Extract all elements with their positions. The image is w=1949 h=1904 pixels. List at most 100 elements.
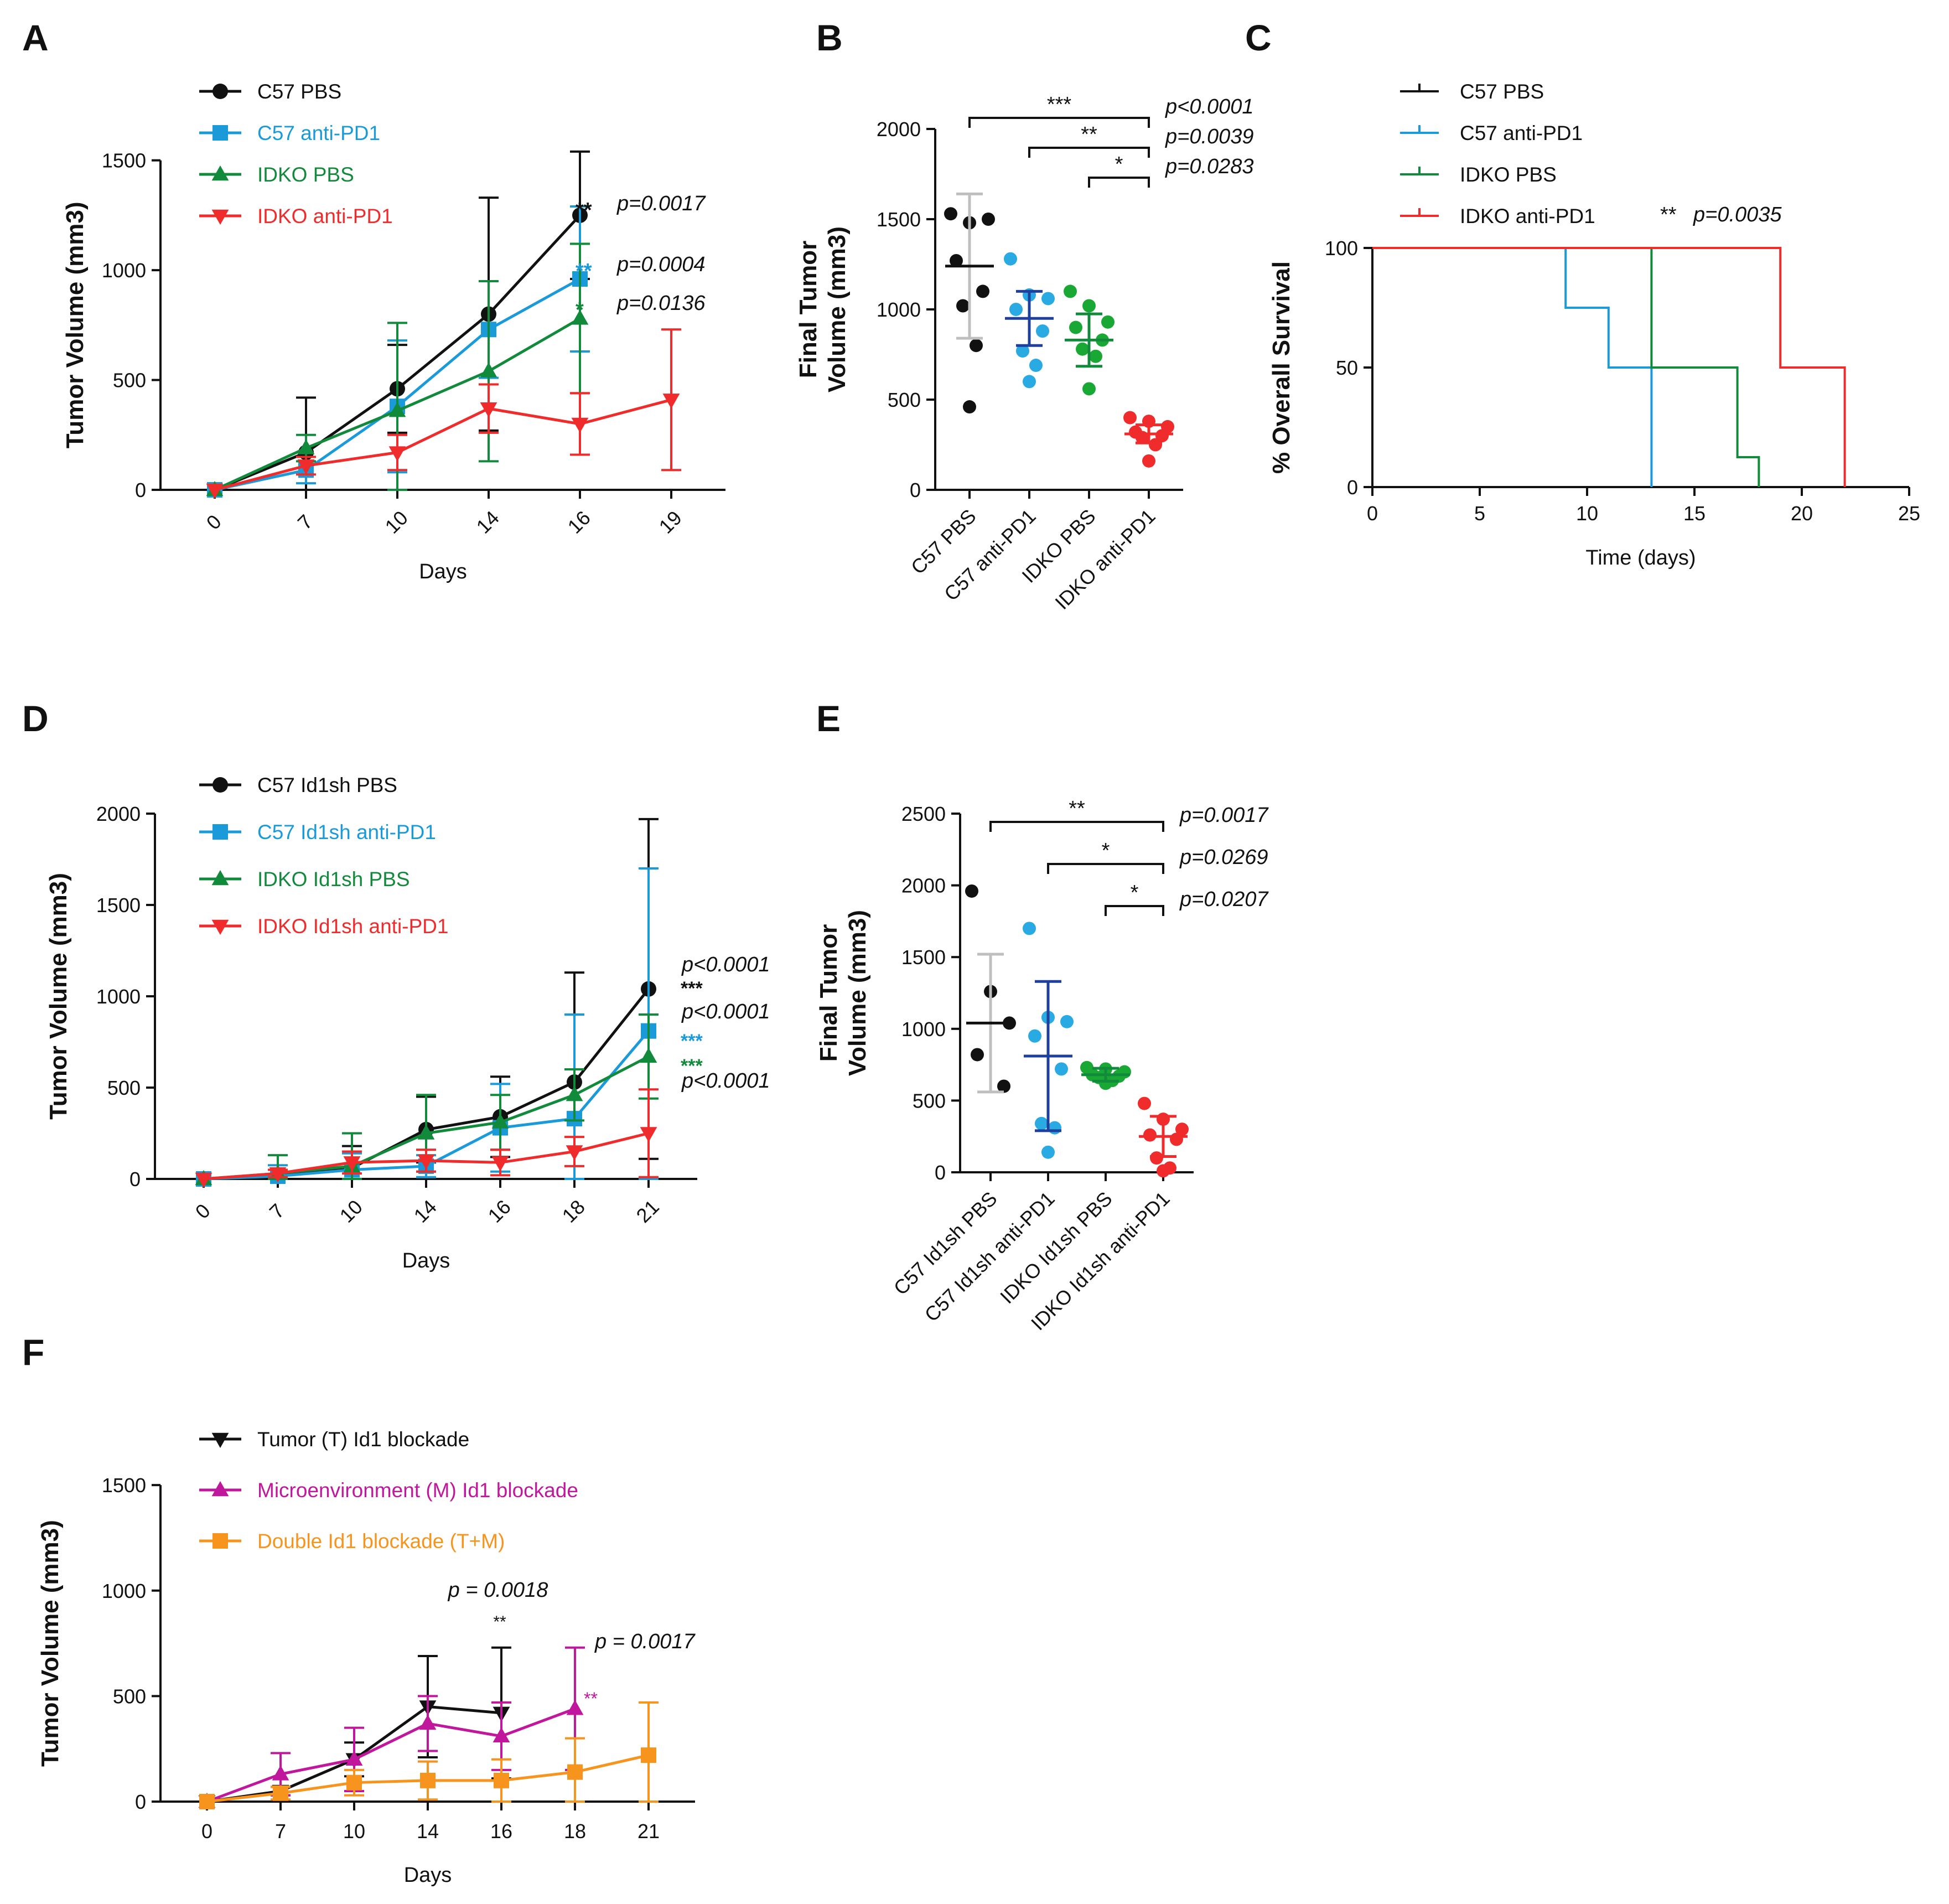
y-tick-label-D: 500	[107, 1077, 141, 1099]
p-value-label: p=0.0283	[1165, 155, 1254, 178]
panel-letter-f: F	[22, 1332, 45, 1373]
legend-marker	[212, 777, 228, 793]
data-point	[345, 1750, 363, 1766]
significance-stars: *	[576, 298, 584, 322]
significance-stars: **	[493, 1613, 506, 1631]
x-tick-label-C: 5	[1474, 502, 1485, 525]
p-value-label: p=0.0004	[616, 253, 706, 276]
x-tick-label-D: 21	[632, 1196, 664, 1227]
x-tick-label-F: 14	[417, 1820, 439, 1843]
legend-label: IDKO PBS	[257, 163, 354, 186]
x-tick-label-C: 10	[1576, 502, 1598, 525]
data-point	[1101, 315, 1115, 329]
x-tick-label-D: 0	[191, 1199, 215, 1223]
legend-label: C57 anti-PD1	[1460, 122, 1583, 144]
legend-marker	[211, 870, 229, 886]
x-tick-label-A: 16	[563, 506, 595, 538]
x-tick-label-D: 7	[265, 1199, 289, 1223]
legend-label: C57 Id1sh PBS	[257, 774, 397, 796]
p-value-label: p=0.0017	[1179, 804, 1269, 827]
data-point	[1029, 359, 1043, 372]
x-axis-label-F: Days	[404, 1864, 452, 1887]
survival-curve	[1372, 247, 1653, 487]
x-tick-label-A: 10	[381, 506, 412, 538]
data-point	[641, 1747, 656, 1763]
x-tick-label-D: 18	[558, 1196, 589, 1227]
legend-label: IDKO anti-PD1	[257, 205, 393, 227]
significance-stars: *	[1131, 881, 1139, 904]
p-value-label: p = 0.0017	[594, 1630, 696, 1653]
significance-stars: **	[1660, 203, 1677, 226]
data-point	[640, 1047, 657, 1063]
legend-marker	[212, 125, 228, 141]
p-value-label: p=0.0017	[616, 192, 706, 215]
y-tick-label-F: 1000	[102, 1580, 146, 1602]
y-tick-label-A: 0	[135, 479, 146, 501]
y-axis-label-E: Final Tumor	[815, 924, 842, 1062]
legend-marker	[211, 165, 229, 181]
y-axis-label-A: Tumor Volume (mm3)	[61, 201, 89, 448]
data-point	[1170, 1132, 1183, 1146]
legend-label: Microenvironment (M) Id1 blockade	[257, 1479, 578, 1502]
p-value-label: p=0.0269	[1179, 846, 1268, 869]
x-tick-label-C: 20	[1791, 502, 1813, 525]
y-tick-label-B: 2000	[877, 118, 921, 141]
data-point	[1048, 1121, 1061, 1135]
panel-letter-c: C	[1245, 17, 1272, 58]
significance-stars: ***	[1047, 93, 1072, 116]
x-axis-label-D: Days	[402, 1249, 450, 1272]
y-tick-label-D: 2000	[96, 803, 141, 825]
significance-stars: **	[576, 260, 592, 283]
panel-letter-d: D	[22, 698, 49, 739]
data-point	[195, 1172, 212, 1188]
data-point	[388, 446, 406, 462]
data-point	[1041, 292, 1055, 306]
data-point	[419, 1714, 437, 1730]
x-tick-label-D: 14	[410, 1196, 441, 1227]
data-point	[976, 284, 989, 298]
p-value-label: p=0.0035	[1693, 203, 1782, 226]
data-point	[997, 1079, 1010, 1093]
x-tick-label-F: 0	[201, 1820, 212, 1843]
data-point	[1028, 1029, 1041, 1043]
y-tick-label-E: 2000	[901, 875, 946, 897]
significance-stars: **	[576, 199, 592, 222]
x-axis-label-C: Time (days)	[1585, 546, 1696, 570]
significance-stars: **	[584, 1689, 598, 1709]
data-point	[1157, 1164, 1170, 1178]
data-point	[273, 1785, 288, 1801]
y-axis-label-B: Volume (mm3)	[823, 226, 851, 392]
x-tick-label-D: 10	[335, 1196, 367, 1227]
y-tick-label-F: 1500	[102, 1474, 146, 1497]
data-point	[1035, 1116, 1048, 1130]
y-tick-label-B: 1000	[877, 298, 921, 321]
legend-marker	[212, 84, 228, 99]
data-point	[1150, 1151, 1163, 1165]
legend-marker	[211, 1481, 229, 1497]
legend-label: C57 Id1sh anti-PD1	[257, 821, 436, 844]
x-tick-label-A: 7	[293, 510, 317, 534]
y-tick-label-C: 50	[1336, 356, 1358, 379]
data-point	[1143, 1128, 1157, 1142]
y-tick-label-E: 1500	[901, 946, 946, 969]
x-axis-label-A: Days	[419, 560, 467, 583]
significance-stars: ***	[681, 1031, 703, 1052]
x-tick-label-A: 14	[472, 506, 504, 538]
data-point	[1055, 1062, 1068, 1076]
legend-label: C57 anti-PD1	[257, 122, 380, 144]
data-point	[640, 1127, 657, 1142]
data-point	[417, 1154, 435, 1170]
data-point	[388, 402, 406, 417]
data-point	[963, 400, 976, 414]
data-point	[1041, 1145, 1055, 1159]
legend-marker	[211, 209, 229, 225]
x-tick-label-C: 25	[1898, 502, 1920, 525]
legend-label: Double Id1 blockade (T+M)	[257, 1530, 505, 1553]
data-point	[1023, 922, 1036, 935]
y-tick-label-C: 100	[1325, 237, 1358, 260]
data-point	[1069, 320, 1082, 334]
data-point	[1004, 252, 1017, 266]
data-point	[1082, 299, 1096, 313]
y-tick-label-D: 0	[129, 1168, 141, 1191]
